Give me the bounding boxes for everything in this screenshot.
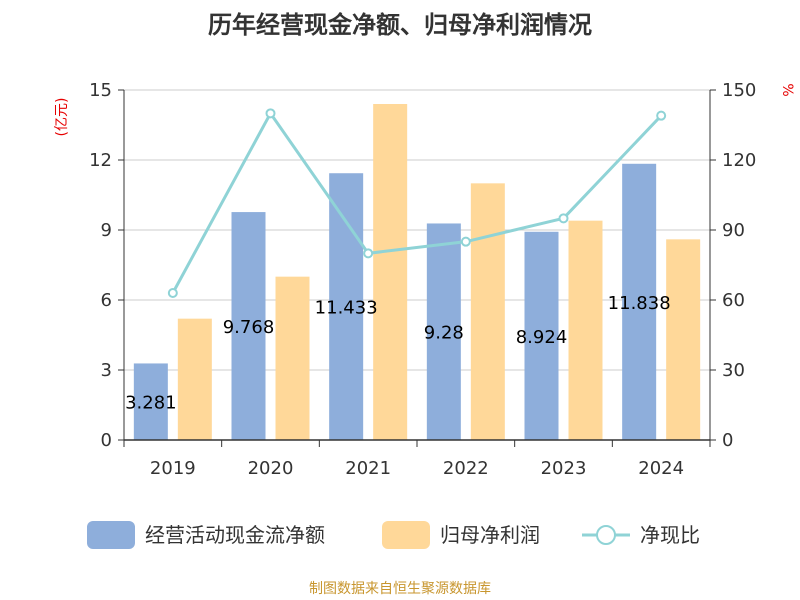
legend-label: 净现比 [640,523,700,547]
y-right-tick-label: 60 [722,290,745,311]
bar-cash-flow [329,173,364,441]
data-label-cash-flow: 9.28 [424,323,464,344]
x-tick-label: 2021 [345,458,391,479]
y-left-tick-label: 0 [101,430,112,451]
legend-swatch [382,521,430,549]
line-layer [167,108,667,298]
legend-swatch-marker [596,525,616,545]
y-right-tick-label: 150 [722,80,756,101]
x-tick-label: 2024 [638,458,684,479]
data-label-cash-flow: 9.768 [223,317,275,338]
bar-cash-flow [231,212,266,440]
y-right-tick-label: 120 [722,150,756,171]
x-tick-label: 2022 [443,458,489,479]
legend: 经营活动现金流净额 归母净利润 净现比 [87,521,700,549]
data-label-cash-flow: 3.281 [125,393,177,414]
data-labels: 3.281 9.768 11.433 9.28 8.924 11.838 [125,293,671,414]
line-net-cash-ratio [171,111,663,294]
bars-layer [133,104,701,441]
y-right-tick-label: 90 [722,220,745,241]
bar-net-profit [470,183,505,441]
legend-swatch [87,521,135,549]
line-point [460,236,471,247]
bar-net-profit [568,220,603,440]
line-point [558,213,569,224]
bar-net-profit [666,239,701,440]
y-left-tick-label: 15 [89,80,112,101]
y-left-tick-label: 9 [101,220,112,241]
data-label-cash-flow: 11.838 [608,293,671,314]
y-right-unit: % [779,83,795,96]
line-point [363,248,374,259]
bar-net-profit [177,318,212,440]
line-point [167,288,178,298]
line-point [656,110,667,121]
y-right-tick-label: 30 [722,360,745,381]
source-note: 制图数据来自恒生聚源数据库 [309,581,491,597]
legend-label: 经营活动现金流净额 [145,523,325,547]
data-label-cash-flow: 8.924 [516,327,568,348]
bar-cash-flow [524,231,559,440]
bar-net-profit [275,276,310,440]
bar-cash-flow [426,223,461,440]
bar-cash-flow [622,163,657,440]
legend-label: 归母净利润 [440,523,540,547]
grid-lines [124,89,710,371]
data-label-cash-flow: 11.433 [315,298,378,319]
y-left-tick-label: 3 [101,360,112,381]
x-tick-label: 2020 [248,458,294,479]
y-left-tick-label: 12 [89,150,112,171]
y-left-unit: (亿元) [54,98,70,137]
x-tick-label: 2019 [150,458,196,479]
bar-cash-flow [133,363,168,440]
y-left-tick-label: 6 [101,290,112,311]
chart-title: 历年经营现金净额、归母净利润情况 [208,11,592,39]
x-tick-label: 2023 [541,458,587,479]
y-right-tick-label: 0 [722,430,733,451]
line-point [265,108,276,119]
bar-net-profit [373,104,408,440]
